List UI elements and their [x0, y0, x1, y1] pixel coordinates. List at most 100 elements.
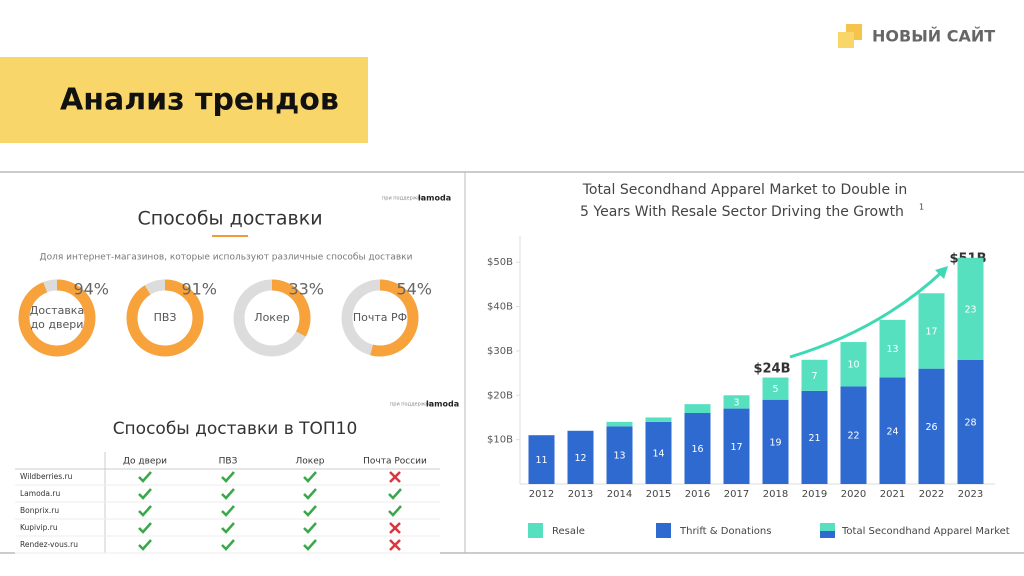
y-tick-label: $30B — [487, 346, 513, 357]
slide-title: Анализ трендов — [60, 83, 339, 118]
partner-logo: lamoda — [418, 194, 451, 203]
bar-segment — [957, 257, 984, 360]
bar-value-label: 7 — [811, 371, 817, 382]
y-tick-label: $20B — [487, 390, 513, 401]
check-icon — [388, 488, 402, 500]
check-icon — [303, 505, 317, 517]
chart-title: Total Secondhand Apparel Market to Doubl… — [582, 182, 908, 198]
bar-segment — [918, 293, 945, 369]
bar-value-label: 28 — [964, 417, 976, 428]
check-icon — [303, 471, 317, 483]
bar-segment — [840, 386, 867, 484]
section-subtitle: Доля интернет-магазинов, которые использ… — [40, 253, 413, 263]
y-tick-label: $40B — [487, 302, 513, 313]
donut-arc — [126, 279, 204, 357]
row-name: Bonprix.ru — [20, 506, 59, 515]
check-icon — [221, 488, 235, 500]
check-icon — [138, 488, 152, 500]
cross-icon — [389, 539, 401, 551]
partner-logo: lamoda — [426, 400, 459, 409]
x-tick-label: 2019 — [802, 489, 827, 500]
title-band — [0, 57, 368, 143]
bar-value-label: 19 — [769, 437, 781, 448]
support-text: при поддержке — [382, 196, 423, 202]
legend-swatch — [528, 523, 543, 538]
bar-value-label: 5 — [772, 384, 778, 395]
bar-value-label: 14 — [652, 448, 664, 459]
legend-swatch — [656, 523, 671, 538]
footnote-mark: 1 — [919, 203, 924, 212]
legend-swatch — [820, 523, 835, 531]
chart-title: 5 Years With Resale Sector Driving the G… — [580, 204, 904, 220]
check-icon — [138, 539, 152, 551]
donut-value: 91% — [181, 280, 217, 299]
x-tick-label: 2023 — [958, 489, 983, 500]
bar-value-label: 12 — [574, 453, 586, 464]
donut-arc — [341, 279, 419, 357]
bar-segment — [567, 430, 594, 484]
check-icon — [221, 505, 235, 517]
check-icon — [138, 522, 152, 534]
underline — [212, 235, 248, 237]
x-tick-label: 2015 — [646, 489, 671, 500]
cross-icon — [389, 471, 401, 483]
bar-value-label: 16 — [691, 444, 703, 455]
cross-icon — [389, 522, 401, 534]
bar-segment — [645, 417, 672, 422]
bar-value-label: 3 — [733, 397, 739, 408]
bar-segment — [801, 390, 828, 484]
row-name: Lamoda.ru — [20, 489, 60, 498]
support-text: при поддержке — [390, 402, 431, 408]
bar-value-label: 13 — [613, 451, 625, 462]
row-name: Kupivip.ru — [20, 523, 58, 532]
section-title: Способы доставки — [137, 208, 322, 230]
arrow-head — [935, 266, 948, 279]
donut-label: ПВЗ — [154, 311, 177, 324]
legend-label: Total Secondhand Apparel Market — [841, 526, 1010, 537]
bar-segment — [762, 377, 789, 400]
legend-swatch — [820, 531, 835, 538]
x-tick-label: 2021 — [880, 489, 905, 500]
y-tick-label: $50B — [487, 257, 513, 268]
bar-segment — [684, 413, 711, 484]
logo-text: НОВЫЙ САЙТ — [872, 27, 995, 46]
column-header: До двери — [123, 457, 167, 467]
donut-label: Локер — [254, 311, 289, 324]
donut-label: Почта РФ — [353, 311, 407, 324]
x-tick-label: 2017 — [724, 489, 749, 500]
bar-segment — [606, 426, 633, 484]
bar-value-label: 21 — [808, 433, 820, 444]
check-icon — [221, 539, 235, 551]
x-tick-label: 2014 — [607, 489, 632, 500]
bar-value-label: 23 — [964, 304, 976, 315]
x-tick-label: 2013 — [568, 489, 593, 500]
table-title: Способы доставки в ТОП10 — [113, 419, 358, 439]
bar-segment — [840, 342, 867, 387]
column-header: ПВЗ — [219, 457, 238, 467]
bar-segment — [918, 368, 945, 484]
bar-value-label: 26 — [925, 422, 937, 433]
y-tick-label: $10B — [487, 435, 513, 446]
check-icon — [303, 539, 317, 551]
row-name: Wildberries.ru — [20, 472, 73, 481]
bar-segment — [606, 421, 633, 427]
logo-square — [838, 32, 854, 48]
bar-segment — [879, 319, 906, 378]
column-header: Локер — [296, 457, 325, 467]
bar-value-label: 17 — [925, 326, 937, 337]
legend-label: Thrift & Donations — [679, 526, 771, 537]
bar-segment — [762, 399, 789, 484]
donut-arc — [18, 279, 96, 357]
x-tick-label: 2012 — [529, 489, 554, 500]
bar-segment — [645, 421, 672, 484]
x-tick-label: 2016 — [685, 489, 710, 500]
bar-value-label: 24 — [886, 426, 898, 437]
bar-segment — [684, 404, 711, 414]
legend-label: Resale — [552, 526, 585, 537]
check-icon — [303, 488, 317, 500]
annotation: $24B — [753, 362, 790, 377]
donut-value: 94% — [73, 280, 109, 299]
trend-arrow — [789, 269, 945, 359]
check-icon — [138, 505, 152, 517]
